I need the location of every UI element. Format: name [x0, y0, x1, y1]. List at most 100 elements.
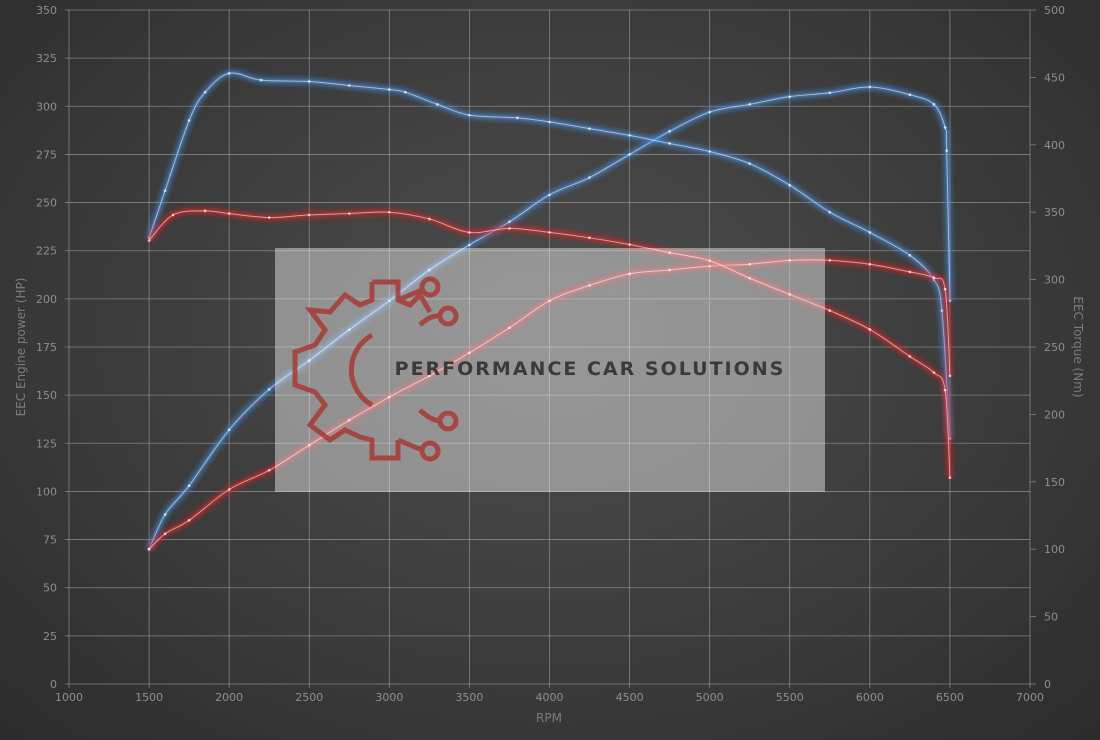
y-tick-label: 300: [36, 100, 57, 113]
y-tick-label: 125: [36, 437, 57, 450]
stock-power-point: [868, 262, 872, 266]
x-tick-label: 2000: [215, 691, 243, 704]
stock-torque-point: [828, 309, 832, 312]
x-tick-label: 7000: [1016, 691, 1044, 704]
tuned-torque-point: [468, 113, 471, 117]
tuned-power-point: [508, 220, 511, 224]
y-tick-label: 100: [36, 485, 57, 498]
y-tick-label: 250: [36, 197, 57, 210]
y-tick-label: 325: [36, 52, 57, 65]
stock-power-point: [163, 532, 167, 536]
x-tick-label: 4500: [616, 691, 644, 704]
tuned-power-point: [428, 268, 431, 272]
tuned-power-point: [187, 484, 191, 487]
tuned-torque-point: [203, 90, 207, 94]
stock-power-point: [628, 272, 631, 276]
stock-power-point: [388, 395, 391, 399]
tuned-torque-point: [708, 150, 711, 153]
tuned-torque-point: [227, 72, 231, 75]
stock-power-point: [908, 270, 912, 274]
tuned-torque-point: [187, 119, 191, 122]
stock-torque-point: [307, 213, 311, 217]
stock-torque-point: [668, 251, 671, 254]
tuned-power-point: [588, 176, 591, 179]
y2-tick-label: 450: [1044, 71, 1065, 84]
stock-power-point: [307, 443, 311, 447]
stock-torque-point: [948, 476, 952, 480]
tuned-power-point: [932, 103, 936, 106]
tuned-power-point: [548, 193, 551, 197]
stock-torque-point: [548, 231, 551, 234]
stock-torque-point: [267, 216, 271, 219]
tuned-power-point: [828, 91, 832, 95]
x-tick-label: 1500: [135, 691, 163, 704]
stock-torque-point: [171, 213, 175, 217]
stock-power-point: [428, 374, 431, 378]
tuned-torque-point: [347, 84, 351, 87]
tuned-power-point: [748, 103, 752, 106]
stock-torque-point: [943, 388, 947, 392]
stock-power-point: [948, 374, 952, 378]
tuned-torque-point: [908, 254, 912, 257]
tuned-torque-point: [828, 210, 832, 214]
stock-torque-line: [148, 210, 951, 478]
stock-power-point: [708, 264, 711, 268]
y2-tick-label: 150: [1044, 476, 1065, 489]
y2-tick-label: 200: [1044, 408, 1065, 421]
tuned-power-point: [468, 243, 471, 247]
y2-tick-label: 50: [1044, 611, 1058, 624]
stock-torque-point: [908, 355, 912, 358]
x-tick-label: 2500: [295, 691, 323, 704]
y-tick-label: 50: [43, 582, 57, 595]
tuned-power-point: [788, 95, 792, 98]
tuned-power-point: [668, 130, 671, 133]
tuned-torque-point: [668, 142, 671, 145]
stock-power-point: [943, 287, 947, 291]
tuned-torque-point: [307, 80, 311, 83]
stock-power-point: [347, 418, 351, 422]
y-tick-label: 75: [43, 534, 57, 547]
tuned-power-point: [943, 126, 947, 129]
gear-circuit-logo-icon: [292, 276, 459, 462]
stock-power-point: [548, 299, 551, 303]
watermark-text: PERFORMANCE CAR SOLUTIONS: [395, 358, 786, 380]
tuned-power-point: [908, 93, 912, 97]
y-tick-label: 200: [36, 293, 57, 306]
tuned-power-point: [868, 85, 872, 89]
stock-torque-point: [147, 239, 151, 242]
tuned-power-point: [307, 359, 311, 362]
stock-power-point: [227, 488, 231, 491]
x-tick-label: 1000: [55, 691, 83, 704]
stock-torque-point: [748, 276, 752, 280]
x-tick-label: 5000: [696, 691, 724, 704]
stock-power-point: [748, 262, 752, 266]
x-tick-label: 3500: [455, 691, 483, 704]
stock-torque-point: [628, 243, 631, 246]
y2-tick-label: 500: [1044, 4, 1065, 17]
y2-tick-label: 100: [1044, 543, 1065, 556]
stock-power-point: [588, 284, 591, 287]
tuned-torque-point: [163, 189, 167, 192]
stock-power-point: [147, 547, 151, 551]
tuned-torque-line: [148, 72, 951, 439]
x-tick-label: 3000: [375, 691, 403, 704]
y2-axis-label: EEC Torque (Nm): [1071, 296, 1085, 397]
stock-power-point: [267, 468, 271, 472]
x-tick-label: 6500: [936, 691, 964, 704]
tuned-torque-point: [788, 183, 792, 187]
stock-torque-point: [388, 210, 391, 214]
tuned-power-point: [628, 153, 631, 156]
y-tick-label: 175: [36, 341, 57, 354]
tuned-torque-point: [516, 116, 519, 120]
stock-power-line: [148, 259, 951, 550]
stock-power-point: [828, 259, 832, 262]
tuned-power-point: [227, 428, 231, 432]
y2-tick-label: 350: [1044, 206, 1065, 219]
tuned-torque-point: [748, 162, 752, 165]
y-axis-label: EEC Engine power (HP): [14, 278, 28, 417]
x-tick-label: 4000: [536, 691, 564, 704]
tuned-power-point: [948, 299, 952, 303]
y2-tick-label: 250: [1044, 341, 1065, 354]
tuned-torque-point: [940, 309, 944, 312]
